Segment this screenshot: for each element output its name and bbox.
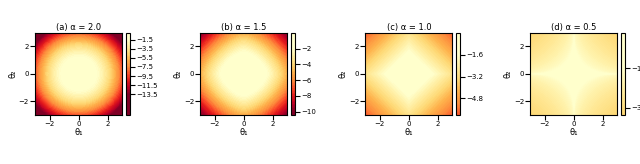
X-axis label: θ₁: θ₁ [404,128,413,137]
Title: (c) α = 1.0: (c) α = 1.0 [387,23,431,32]
Title: (a) α = 2.0: (a) α = 2.0 [56,23,101,32]
Title: (d) α = 0.5: (d) α = 0.5 [551,23,596,32]
X-axis label: θ₁: θ₁ [239,128,248,137]
X-axis label: θ₁: θ₁ [570,128,578,137]
Title: (b) α = 1.5: (b) α = 1.5 [221,23,266,32]
X-axis label: θ₁: θ₁ [74,128,83,137]
Y-axis label: θ₂: θ₂ [173,70,182,78]
Y-axis label: θ₂: θ₂ [339,70,348,78]
Y-axis label: θ₂: θ₂ [504,70,513,78]
Y-axis label: θ₂: θ₂ [8,70,17,78]
